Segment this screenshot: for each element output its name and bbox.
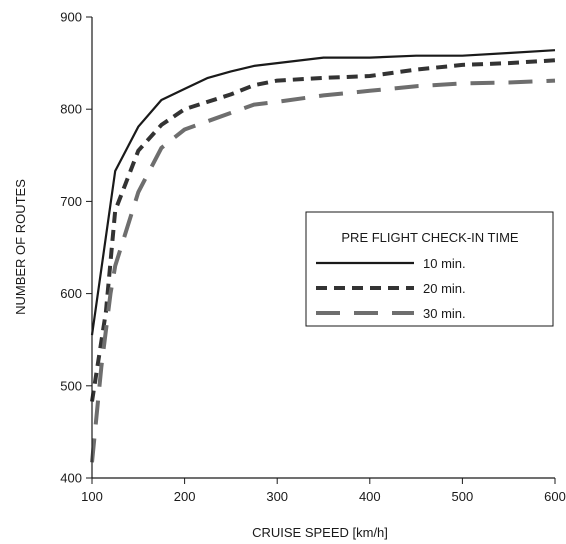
x-tick-label: 200 — [174, 489, 196, 504]
series-lines — [90, 49, 556, 463]
legend-label-1: 10 min. — [423, 256, 466, 271]
series-line-1 — [90, 49, 556, 336]
legend-label-3: 30 min. — [423, 306, 466, 321]
legend-label-2: 20 min. — [423, 281, 466, 296]
y-tick-label: 900 — [60, 10, 82, 25]
y-tick-label: 600 — [60, 286, 82, 301]
x-tick-label: 300 — [266, 489, 288, 504]
legend-items: 10 min. 20 min. 30 min. — [316, 256, 466, 321]
x-tick-label: 400 — [359, 489, 381, 504]
x-tick-label: 100 — [81, 489, 103, 504]
x-tick-label: 500 — [452, 489, 474, 504]
y-tick-label: 700 — [60, 194, 82, 209]
y-tick-label: 800 — [60, 102, 82, 117]
x-tick-label: 600 — [544, 489, 566, 504]
legend-title: PRE FLIGHT CHECK-IN TIME — [341, 230, 519, 245]
legend: PRE FLIGHT CHECK-IN TIME 10 min. 20 min. 3… — [305, 211, 554, 327]
y-axis-ticks: 400 500 600 700 800 900 — [60, 10, 92, 486]
y-tick-label: 500 — [60, 378, 82, 393]
y-axis-title: NUMBER OF ROUTES — [13, 179, 28, 315]
x-axis-title: CRUISE SPEED [km/h] — [252, 525, 388, 540]
series-line-3 — [90, 78, 556, 463]
series-line-2 — [90, 58, 556, 402]
legend-box — [305, 211, 554, 327]
x-axis-ticks: 100 200 300 400 500 600 — [81, 478, 566, 504]
y-tick-label: 400 — [60, 471, 82, 486]
